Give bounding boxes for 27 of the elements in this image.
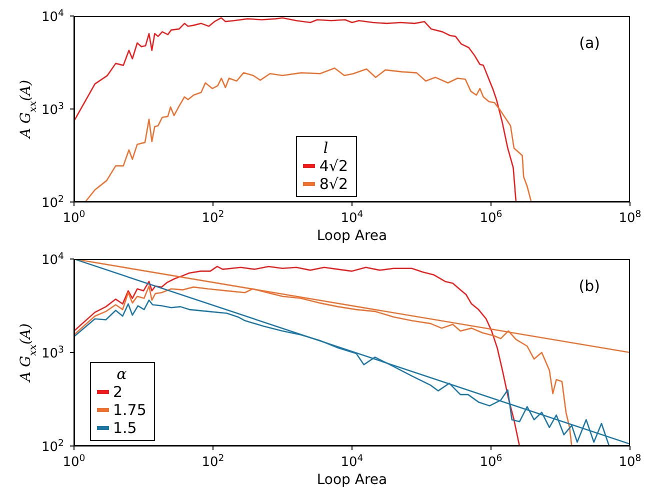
x-tick-label: 10$^{6}$	[480, 452, 502, 470]
x-tick-label: 10$^{8}$	[618, 452, 642, 470]
x-axis-title: Loop Area	[316, 228, 388, 244]
x-axis-title: Loop Area	[316, 472, 388, 488]
legend-title: l	[322, 139, 330, 157]
y-tick-label: 10$^{3}$	[42, 100, 64, 118]
x-tick-label: 10$^{2}$	[202, 208, 224, 226]
x-tick-label: 10$^{2}$	[202, 452, 224, 470]
x-tick-label: 10$^{4}$	[340, 208, 364, 226]
legend-title: α	[116, 365, 128, 383]
y-tick-label: 10$^{3}$	[42, 344, 64, 362]
y-tick-label: 10$^{2}$	[42, 438, 64, 455]
x-tick-label: 10$^{0}$	[62, 452, 86, 470]
x-tick-label: 10$^{4}$	[340, 452, 364, 470]
legend-label: 1.5	[113, 419, 137, 437]
x-tick-label: 10$^{6}$	[480, 208, 502, 226]
x-tick-label: 10$^{8}$	[618, 208, 642, 226]
annotation: (a)	[579, 34, 600, 52]
legend-label: 1.75	[113, 401, 146, 419]
legend-label: 4√2	[319, 157, 348, 175]
x-tick-label: 10$^{0}$	[62, 208, 86, 226]
y-tick-label: 10$^{4}$	[42, 250, 64, 268]
annotation: (b)	[578, 277, 600, 295]
y-tick-label: 10$^{4}$	[42, 8, 64, 25]
legend-label: 8√2	[319, 175, 348, 193]
legend-label: 2	[113, 383, 123, 401]
y-tick-label: 10$^{2}$	[42, 194, 64, 211]
